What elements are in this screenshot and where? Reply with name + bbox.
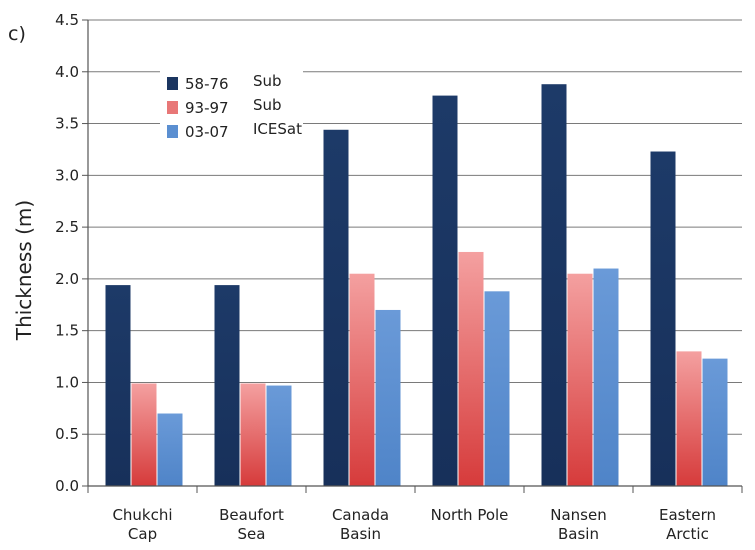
category-label: Arctic [666, 525, 709, 543]
category-label: North Pole [431, 506, 509, 524]
y-tick-label: 3.5 [55, 115, 79, 133]
bar-03-07-0 [157, 413, 183, 486]
category-label: Chukchi [112, 506, 172, 524]
y-tick-label: 2.5 [55, 218, 79, 236]
y-tick-label: 0.0 [55, 477, 79, 495]
y-tick-label: 0.5 [55, 425, 79, 443]
axes [87, 20, 743, 493]
bar-93-97-5 [676, 351, 702, 486]
y-tick-label: 1.0 [55, 373, 79, 391]
legend: 58-76 Sub 93-97 Sub 03-07 ICESat [160, 66, 303, 146]
bar-93-97-4 [567, 273, 593, 486]
legend-series-source: ICESat [253, 120, 302, 138]
bar-03-07-2 [375, 309, 401, 486]
legend-series-name: 58-76 [185, 75, 229, 93]
bar-58-76-3 [432, 95, 458, 487]
bars [105, 84, 728, 487]
panel-label: c) [8, 23, 26, 45]
category-label: Beaufort [219, 506, 284, 524]
legend-series-source: Sub [253, 96, 282, 114]
bar-03-07-3 [484, 291, 510, 486]
category-label: Basin [558, 525, 599, 543]
legend-series-name: 93-97 [185, 99, 229, 117]
category-label: Sea [238, 525, 266, 543]
y-tick-label: 4.5 [55, 11, 79, 29]
legend-series-name: 03-07 [185, 123, 229, 141]
bar-58-76-4 [541, 84, 567, 487]
category-label: Cap [128, 525, 157, 543]
category-label: Canada [332, 506, 389, 524]
bar-58-76-0 [105, 285, 131, 486]
category-label: Basin [340, 525, 381, 543]
bar-93-97-1 [240, 383, 266, 486]
category-label: Nansen [550, 506, 606, 524]
bar-93-97-3 [458, 251, 484, 486]
bar-03-07-1 [266, 385, 292, 486]
y-tick-label: 2.0 [55, 270, 79, 288]
bar-58-76-5 [650, 151, 676, 486]
bar-03-07-5 [702, 358, 728, 486]
legend-swatch [167, 101, 178, 114]
legend-background [160, 66, 303, 146]
y-tick-label: 4.0 [55, 63, 79, 81]
y-tick-label: 3.0 [55, 166, 79, 184]
category-label: Eastern [659, 506, 716, 524]
y-tick-labels: 0.0 0.5 1.0 1.5 2.0 2.5 3.0 3.5 4.0 4.5 [55, 11, 79, 495]
bar-93-97-0 [131, 383, 157, 486]
legend-swatch [167, 125, 178, 138]
bar-93-97-2 [349, 273, 375, 486]
bar-58-76-1 [214, 285, 240, 486]
legend-swatch [167, 77, 178, 90]
y-tick-label: 1.5 [55, 322, 79, 340]
bar-58-76-2 [323, 129, 349, 486]
bar-03-07-4 [593, 268, 619, 486]
y-axis-title: Thickness (m) [12, 200, 36, 341]
legend-series-source: Sub [253, 72, 282, 90]
